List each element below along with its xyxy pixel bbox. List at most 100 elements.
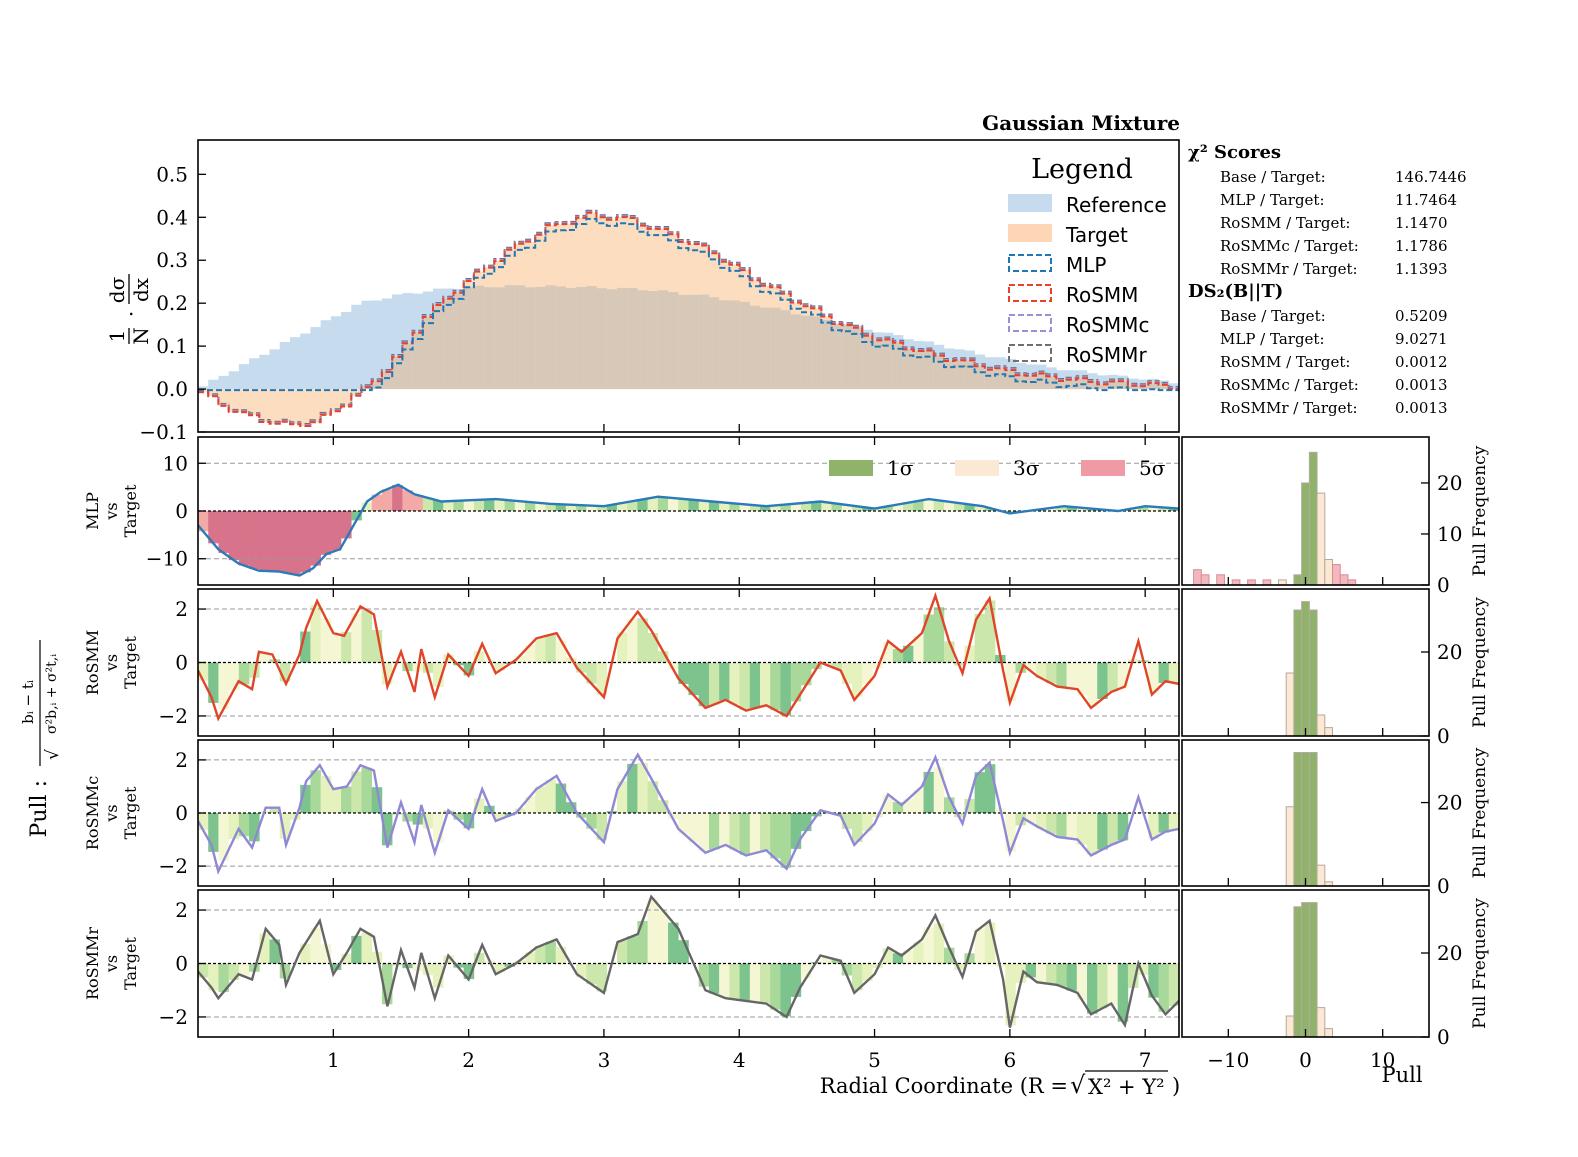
svg-text:dx: dx: [129, 277, 153, 302]
overlap-bar: [852, 327, 863, 390]
overlap-bar: [433, 304, 444, 390]
pull-bar: [780, 963, 791, 1017]
main-ytick-label: 0.5: [156, 162, 188, 186]
pull-bar: [974, 772, 986, 813]
pull-bar: [330, 788, 342, 813]
target-bar: [269, 389, 281, 424]
pull-bar: [749, 813, 761, 854]
pull-bar: [473, 499, 485, 511]
hist-ylabel: Pull Frequency: [1470, 747, 1490, 878]
overlap-bar: [504, 285, 516, 390]
svg-text:1: 1: [105, 330, 129, 343]
svg-text:N: N: [129, 327, 153, 345]
overlap-bar: [1107, 381, 1118, 390]
hist-x-label: Pull: [1381, 1063, 1422, 1087]
pull-bar: [637, 920, 648, 964]
pull-bar: [361, 767, 373, 813]
pull-bar: [668, 813, 679, 820]
reference-bar: [1097, 375, 1108, 390]
legend-label: RoSMM: [1066, 283, 1138, 307]
pull-hist-mlp: 0 10 20 Pull Frequency: [1181, 436, 1490, 597]
pull-bar: [852, 813, 863, 842]
pull-bar: [525, 502, 536, 511]
pull-ylabel: Pull : bᵢ − tᵢ √ σ²b,ᵢ + σ²t,ᵢ: [19, 640, 63, 837]
pull-bar: [984, 600, 996, 663]
pull-bar: [790, 662, 802, 702]
reference-bar: [351, 304, 362, 390]
pull-bar: [198, 662, 209, 681]
pull-bar: [1076, 963, 1088, 1000]
pull-bar: [698, 963, 710, 987]
target-bar: [208, 389, 219, 397]
pull-bar: [576, 813, 587, 818]
pull-bar: [616, 781, 628, 813]
pull-bar: [852, 662, 863, 697]
pull-bar: [954, 503, 965, 511]
overlap-bar: [954, 360, 965, 390]
pull-bar: [708, 813, 720, 850]
main-ytick-label: 0.1: [156, 334, 188, 358]
scores-block: χ² Scores Base / Target: 146.7446 MLP / Ta…: [1188, 142, 1467, 417]
pull-bar: [433, 500, 444, 511]
pull-bar: [576, 662, 587, 673]
pull-bar: [1066, 963, 1078, 991]
svg-text:·: ·: [119, 311, 143, 317]
pull-bar: [892, 504, 904, 511]
legend-swatch: [1008, 344, 1052, 362]
pull-bar: [729, 963, 740, 1000]
pull-bar: [228, 963, 240, 980]
pull-bar: [361, 932, 373, 964]
pull-bar: [1138, 963, 1149, 975]
mlp-step-line: [198, 217, 1179, 392]
sigma-legend: 1σ 3σ 5σ: [829, 456, 1166, 480]
legend-title: Legend: [1031, 154, 1133, 185]
score-value: 0.0013: [1395, 376, 1448, 394]
pull-bar: [545, 779, 556, 813]
pull-bar: [708, 963, 720, 994]
score-label: Base / Target:: [1220, 168, 1326, 186]
pull-bar: [473, 952, 485, 964]
pull-bar: [739, 963, 751, 1001]
overlap-bar: [790, 314, 802, 390]
pull-bar: [627, 501, 638, 511]
pull-bar: [943, 641, 955, 663]
pull-bar: [596, 813, 608, 840]
pull-bar: [780, 662, 791, 716]
pull-panel-label-line: vs: [102, 804, 121, 822]
overlap-bar: [484, 287, 495, 390]
pull-hist-rosmmr: 0 20 Pull Frequency: [1181, 889, 1490, 1049]
svg-text:X² + Y²: X² + Y²: [1088, 1075, 1165, 1099]
pull-line-mlp: [198, 483, 1179, 577]
hist-ylabel: Pull Frequency: [1470, 445, 1490, 576]
pull-bar: [923, 771, 935, 813]
pull-bar: [484, 805, 495, 813]
pull-bar: [320, 944, 332, 964]
overlap-bar: [821, 320, 832, 390]
overlap-bar: [770, 307, 781, 390]
main-ytick-label: 0.0: [156, 377, 188, 401]
pull-bar: [933, 500, 945, 511]
overlap-bar: [708, 297, 720, 390]
pull-bar: [1056, 662, 1067, 688]
pull-panel-rosmm: −2 0 2 RoSMM vs Target: [83, 588, 1180, 737]
pull-bar: [453, 963, 464, 968]
pull-bar: [198, 511, 209, 532]
reference-bar: [218, 375, 229, 390]
pull-bar: [1046, 662, 1057, 684]
pull-bar: [831, 662, 843, 669]
pull-panel-rosmmc: −2 0 2 RoSMMc vs Target: [83, 739, 1180, 887]
pull-bar: [606, 504, 618, 511]
pull-bar: [535, 503, 546, 511]
x-tick-label: 1: [327, 1048, 340, 1072]
pull-bar: [1158, 963, 1170, 1012]
legend-label: RoSMMc: [1066, 313, 1149, 337]
pull-bar: [504, 963, 516, 967]
pull-bar: [760, 813, 771, 851]
score-value: 146.7446: [1395, 168, 1467, 186]
overlap-bar: [371, 381, 383, 390]
pull-bar: [657, 800, 669, 813]
pull-bar: [218, 813, 229, 861]
reference-bar: [228, 371, 240, 390]
x-tick-label: 5: [868, 1048, 881, 1072]
pull-bar: [1168, 662, 1179, 683]
